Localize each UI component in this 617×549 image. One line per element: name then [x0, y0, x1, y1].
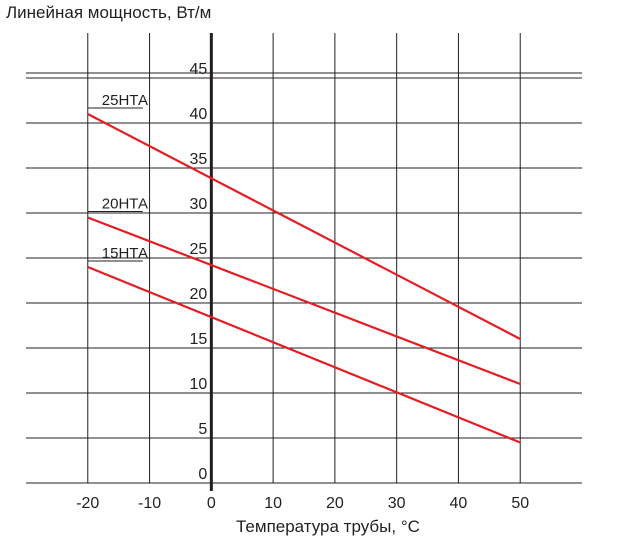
series-label: 15НТА: [102, 245, 148, 262]
x-tick-label: 30: [388, 495, 406, 512]
x-tick-label: 50: [511, 495, 529, 512]
y-tick-label: 15: [190, 331, 208, 348]
y-tick-label: 20: [190, 286, 208, 303]
x-tick-label: 20: [326, 495, 344, 512]
x-tick-label: 10: [264, 495, 282, 512]
series-label: 20НТА: [102, 196, 148, 213]
x-tick-label: 40: [450, 495, 468, 512]
x-tick-label: -10: [138, 495, 161, 512]
y-tick-label: 30: [190, 196, 208, 213]
x-tick-label: 0: [207, 495, 216, 512]
series-line: [87, 113, 521, 340]
y-tick-label: 40: [190, 106, 208, 123]
y-axis-title: Линейная мощность, Вт/м: [6, 3, 212, 22]
y-tick-label: 45: [190, 61, 208, 78]
series-line: [87, 216, 521, 386]
y-tick-label: 35: [190, 151, 208, 168]
y-tick-label: 25: [190, 241, 208, 258]
x-tick-label: -20: [76, 495, 99, 512]
series-label: 25НТА: [102, 92, 148, 109]
y-tick-label: 0: [198, 466, 207, 483]
y-tick-label: 10: [190, 376, 208, 393]
y-tick-label: 5: [198, 421, 207, 438]
series-line: [87, 265, 521, 444]
x-axis-title: Температура трубы, °С: [236, 517, 420, 536]
